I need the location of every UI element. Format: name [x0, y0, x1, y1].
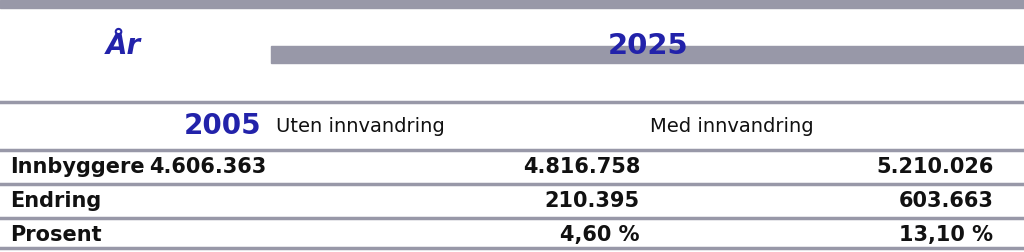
Text: Endring: Endring [10, 191, 101, 211]
Text: 2025: 2025 [607, 32, 688, 60]
Text: 4.816.758: 4.816.758 [522, 157, 640, 177]
Text: 2005: 2005 [183, 112, 261, 140]
Text: Innbyggere: Innbyggere [10, 157, 144, 177]
Text: Med innvandring: Med innvandring [650, 116, 814, 136]
Bar [0, 0, 1024, 8]
Text: 603.663: 603.663 [898, 191, 993, 211]
Bar [271, 46, 1024, 63]
Text: Prosent: Prosent [10, 225, 101, 245]
Text: 13,10 %: 13,10 % [899, 225, 993, 245]
Text: 4.606.363: 4.606.363 [148, 157, 266, 177]
Text: 4,60 %: 4,60 % [560, 225, 640, 245]
Text: År: År [105, 32, 140, 60]
Text: Uten innvandring: Uten innvandring [276, 116, 445, 136]
Text: 210.395: 210.395 [545, 191, 640, 211]
Text: 5.210.026: 5.210.026 [876, 157, 993, 177]
